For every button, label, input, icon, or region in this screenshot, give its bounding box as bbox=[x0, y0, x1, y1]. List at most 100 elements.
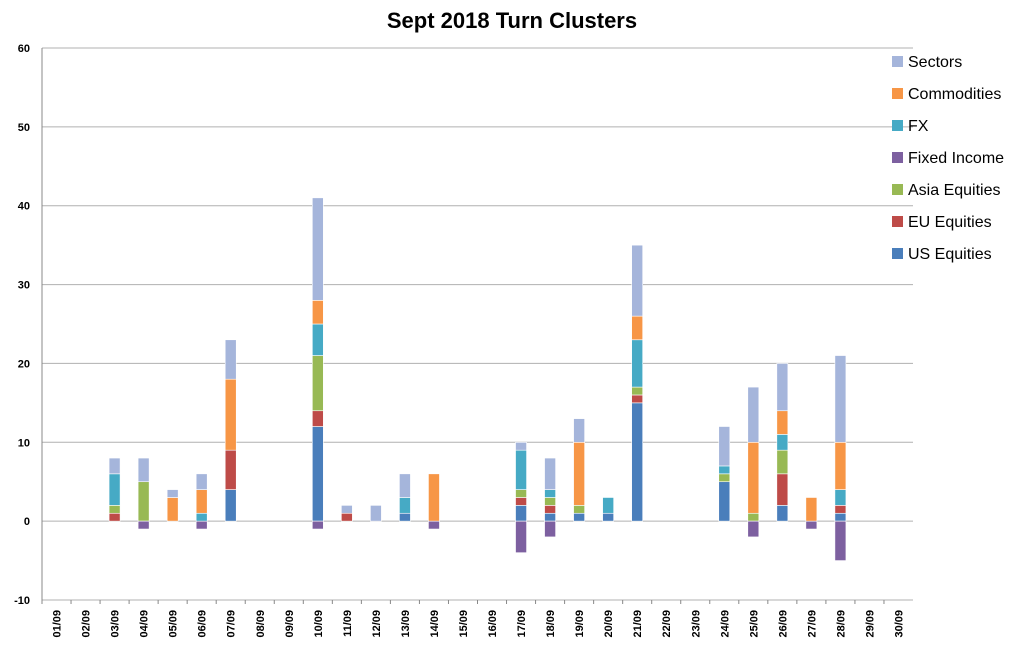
x-tick-label: 14/09 bbox=[429, 610, 441, 638]
bar-us-equities bbox=[312, 426, 324, 522]
bar-sectors bbox=[341, 505, 353, 514]
chart-title: Sept 2018 Turn Clusters bbox=[386, 8, 638, 33]
bar-us-equities bbox=[515, 505, 527, 522]
bar-us-equities bbox=[573, 512, 585, 522]
bar-commodities bbox=[834, 441, 847, 490]
bar-eu-equities bbox=[834, 505, 847, 514]
bar-eu-equities bbox=[108, 512, 121, 522]
bar-asia-equities bbox=[631, 386, 643, 396]
bar-eu-equities bbox=[631, 394, 643, 404]
bar-commodities bbox=[428, 473, 440, 522]
bar-sectors bbox=[544, 457, 556, 490]
bar-asia-equities bbox=[544, 497, 556, 506]
y-tick-label: 0 bbox=[24, 516, 30, 528]
x-tick-label: 20/09 bbox=[603, 610, 615, 638]
bar-us-equities bbox=[718, 481, 731, 522]
bar-sectors bbox=[108, 457, 121, 475]
x-tick-label: 24/09 bbox=[719, 610, 731, 638]
legend-label: FX bbox=[908, 118, 929, 135]
legend-label: Commodities bbox=[908, 86, 1001, 103]
x-tick-label: 17/09 bbox=[516, 610, 528, 638]
bar-fx bbox=[631, 339, 643, 388]
legend-swatch bbox=[892, 184, 903, 195]
x-tick-label: 09/09 bbox=[284, 610, 296, 638]
x-tick-label: 21/09 bbox=[632, 610, 644, 638]
bar-us-equities bbox=[224, 489, 237, 522]
bar-fixed-income bbox=[195, 520, 208, 530]
x-tick-label: 26/09 bbox=[777, 610, 789, 638]
x-tick-label: 02/09 bbox=[81, 610, 93, 638]
bar-fx bbox=[195, 512, 208, 522]
x-tick-label: 23/09 bbox=[690, 610, 702, 638]
bar-asia-equities bbox=[137, 481, 150, 522]
bar-fx bbox=[399, 497, 411, 514]
x-tick-label: 22/09 bbox=[661, 610, 673, 638]
bar-sectors bbox=[747, 386, 760, 443]
bar-fx bbox=[718, 465, 731, 475]
bar-us-equities bbox=[602, 512, 614, 522]
x-tick-label: 13/09 bbox=[400, 610, 412, 638]
x-tick-label: 25/09 bbox=[748, 610, 760, 638]
bar-fixed-income bbox=[137, 520, 150, 530]
x-tick-label: 18/09 bbox=[545, 610, 557, 638]
legend-swatch bbox=[892, 88, 903, 99]
bar-commodities bbox=[631, 315, 643, 341]
bar-commodities bbox=[224, 378, 237, 451]
legend-label: Fixed Income bbox=[908, 150, 1004, 167]
bar-eu-equities bbox=[515, 497, 527, 506]
bar-sectors bbox=[137, 457, 150, 483]
x-tick-label: 08/09 bbox=[255, 610, 267, 638]
x-tick-label: 15/09 bbox=[458, 610, 470, 638]
legend-label: EU Equities bbox=[908, 214, 992, 231]
bar-fx bbox=[515, 449, 527, 490]
x-tick-label: 28/09 bbox=[835, 610, 847, 638]
x-tick-label: 07/09 bbox=[226, 610, 238, 638]
bar-asia-equities bbox=[108, 505, 121, 514]
x-tick-label: 30/09 bbox=[893, 610, 905, 638]
x-tick-label: 05/09 bbox=[168, 610, 180, 638]
x-tick-label: 04/09 bbox=[139, 610, 151, 638]
bar-fixed-income bbox=[747, 520, 760, 538]
legend-label: Sectors bbox=[908, 54, 962, 71]
bar-eu-equities bbox=[224, 449, 237, 490]
y-tick-label: 40 bbox=[18, 201, 30, 213]
bar-fixed-income bbox=[544, 520, 556, 538]
legend-swatch bbox=[892, 152, 903, 163]
bar-commodities bbox=[166, 497, 179, 522]
bar-fx bbox=[602, 497, 614, 514]
bar-sectors bbox=[224, 339, 237, 380]
y-tick-label: -10 bbox=[14, 595, 30, 607]
bar-sectors bbox=[312, 197, 324, 301]
bar-eu-equities bbox=[776, 473, 789, 506]
x-tick-label: 01/09 bbox=[52, 610, 64, 638]
bar-asia-equities bbox=[515, 489, 527, 498]
bar-eu-equities bbox=[341, 512, 353, 522]
bar-commodities bbox=[747, 441, 760, 514]
y-tick-label: 50 bbox=[18, 122, 30, 134]
x-tick-label: 12/09 bbox=[371, 610, 383, 638]
bar-sectors bbox=[776, 363, 789, 412]
y-tick-label: 30 bbox=[18, 280, 30, 292]
bar-sectors bbox=[166, 489, 179, 498]
y-tick-label: 20 bbox=[18, 358, 30, 370]
legend-swatch bbox=[892, 248, 903, 259]
bar-fx bbox=[776, 434, 789, 451]
bar-sectors bbox=[631, 244, 643, 317]
bar-sectors bbox=[573, 418, 585, 443]
bar-eu-equities bbox=[544, 505, 556, 514]
x-tick-label: 10/09 bbox=[313, 610, 325, 638]
x-tick-label: 19/09 bbox=[574, 610, 586, 638]
bar-fixed-income bbox=[834, 520, 847, 561]
bar-asia-equities bbox=[718, 473, 731, 483]
x-tick-label: 29/09 bbox=[864, 610, 876, 638]
x-tick-label: 03/09 bbox=[110, 610, 122, 638]
y-tick-label: 10 bbox=[18, 437, 30, 449]
legend-swatch bbox=[892, 120, 903, 131]
bar-commodities bbox=[805, 497, 818, 522]
bar-fx bbox=[108, 473, 121, 506]
bar-commodities bbox=[776, 410, 789, 435]
bar-sectors bbox=[834, 355, 847, 443]
x-tick-label: 11/09 bbox=[342, 610, 354, 637]
legend-label: US Equities bbox=[908, 246, 992, 263]
